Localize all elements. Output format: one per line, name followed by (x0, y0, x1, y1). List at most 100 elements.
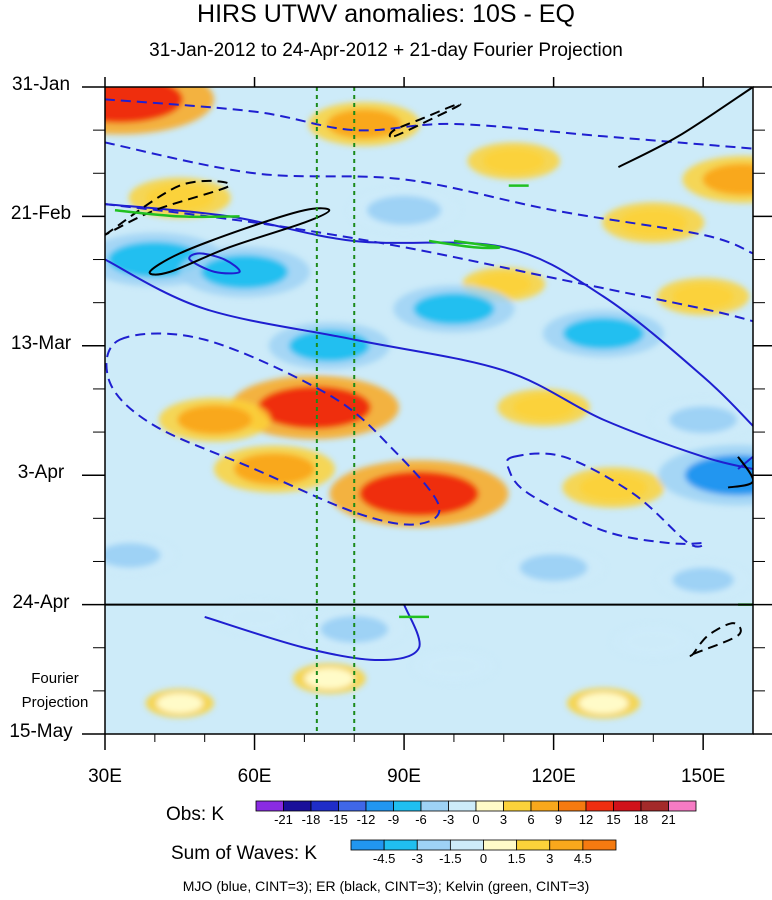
colorbar-tick-label: 12 (578, 812, 594, 827)
er-contour (727, 456, 753, 489)
colorbar-swatch (558, 800, 587, 812)
colorbar-tick-label: 9 (554, 812, 563, 827)
chart-subtitle: 31-Jan-2012 to 24-Apr-2012 + 21-day Four… (149, 40, 623, 61)
colorbar-swatch (530, 800, 559, 812)
obs-colorbar (255, 800, 697, 812)
mjo-contour (505, 452, 705, 548)
colorbar-tick-label: 4.5 (573, 851, 592, 866)
er-contour (388, 102, 462, 138)
kelvin-contour (428, 239, 501, 250)
wave-contours (105, 87, 753, 662)
y-tick-label: 31-Jan (11, 74, 71, 95)
fourier-label-line1: Fourier (31, 670, 79, 687)
colorbar-swatch (668, 800, 697, 812)
y-tick-label: 24-Apr (12, 591, 70, 613)
anomaly-blob (476, 272, 532, 296)
colorbar-swatch (350, 839, 385, 851)
colorbar-tick-label: -21 (274, 812, 293, 827)
colorbar-tick-label: -3 (442, 812, 455, 827)
anomaly-blob (563, 317, 644, 350)
mjo-contour (105, 98, 753, 150)
colorbar-tick-label: -6 (415, 812, 427, 827)
anomaly-blob (105, 87, 183, 123)
y-tick-label: 15-May (9, 721, 73, 742)
colorbar-swatch (582, 839, 617, 851)
anomaly-blob (156, 693, 203, 713)
colorbar-swatch (365, 800, 394, 812)
anomaly-blob (619, 209, 688, 237)
x-tick-label: 90E (387, 766, 421, 787)
colorbar-swatch (338, 800, 367, 812)
er-contour (148, 207, 331, 276)
anomaly-blob (482, 148, 545, 174)
colorbar-swatch (393, 800, 422, 812)
anomaly-blob (359, 471, 479, 516)
reference-lines (105, 87, 753, 734)
colorbar-swatch (283, 800, 312, 812)
waves-colorbar-label: Sum of Waves: K (171, 843, 318, 864)
colorbar-swatch (448, 800, 477, 812)
anomaly-blob (512, 395, 575, 420)
x-tick-label: 60E (237, 766, 272, 787)
wave-legend-note: MJO (blue, CINT=3); ER (black, CINT=3); … (182, 878, 590, 894)
er-contour (617, 87, 753, 168)
colorbar-swatch (255, 800, 284, 812)
colorbar-tick-label: -1.5 (439, 851, 462, 866)
colorbar-tick-label: 15 (606, 812, 621, 827)
er-contour (105, 179, 231, 236)
colorbar-tick-label: 21 (661, 812, 676, 827)
x-tick-label: 120E (531, 766, 576, 787)
anomaly-blob (234, 453, 315, 485)
anomaly-blob (672, 284, 734, 309)
colorbar-swatch (449, 839, 484, 851)
colorbar-swatch (483, 839, 518, 851)
anomaly-blob (579, 692, 628, 714)
colorbar-tick-label: 3 (499, 812, 508, 827)
colorbar-tick-label: 1.5 (507, 851, 526, 866)
anomaly-blob (519, 554, 588, 582)
colorbar-swatch (475, 800, 504, 812)
er-contour (688, 622, 742, 658)
anomaly-blob (672, 567, 734, 593)
anomaly-blob (257, 386, 371, 429)
colorbar-swatch (549, 839, 584, 851)
colorbar-swatch (310, 800, 339, 812)
colorbar-tick-label: 3 (546, 851, 554, 866)
anomaly-blob (702, 163, 753, 196)
anomaly-blob (304, 668, 354, 689)
anomaly-blob (200, 255, 289, 289)
colorbar-swatch (585, 800, 614, 812)
anomaly-blob (226, 605, 283, 629)
axes (82, 77, 772, 750)
colorbar-swatch (503, 800, 532, 812)
anomaly-blob (669, 406, 738, 434)
colorbar-tick-label: 0 (472, 812, 480, 827)
colorbar-tick-label: -15 (329, 812, 348, 827)
kelvin-contour (114, 208, 240, 219)
mjo-contour (105, 258, 753, 471)
mjo-contour (105, 141, 753, 255)
waves-colorbar (350, 839, 617, 851)
colorbar-tick-label: -4.5 (372, 851, 396, 866)
y-tick-label: 3-Apr (17, 462, 65, 484)
colorbar-tick-label: 18 (633, 812, 649, 827)
anomaly-blob (145, 184, 214, 212)
anomaly-blob (426, 654, 482, 678)
mjo-contour (105, 203, 753, 323)
colorbar-tick-label: 0 (479, 851, 488, 866)
anomaly-blob (579, 474, 648, 502)
colorbar-tick-label: -18 (301, 812, 321, 827)
anomaly-blob (366, 195, 442, 225)
y-tick-label: 13-Mar (10, 332, 72, 354)
anomaly-blob (327, 109, 402, 139)
colorbar-swatch (516, 839, 551, 851)
colorbar-swatch (383, 839, 418, 851)
x-tick-label: 30E (88, 766, 122, 787)
colorbar-swatch (416, 839, 451, 851)
anomaly-blob (413, 293, 495, 325)
x-tick-label: 150E (680, 766, 726, 787)
mjo-contour (188, 252, 241, 275)
anomaly-field (105, 87, 753, 719)
anomaly-blob (625, 630, 681, 653)
